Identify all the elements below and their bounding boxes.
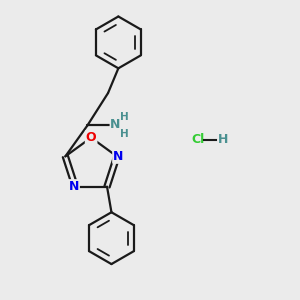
Text: H: H [121, 129, 129, 139]
Text: N: N [113, 150, 124, 163]
Text: H: H [218, 133, 229, 146]
Text: N: N [68, 180, 79, 193]
Text: N: N [110, 118, 121, 131]
Text: Cl: Cl [191, 133, 205, 146]
Text: O: O [86, 131, 96, 144]
Text: H: H [121, 112, 129, 122]
